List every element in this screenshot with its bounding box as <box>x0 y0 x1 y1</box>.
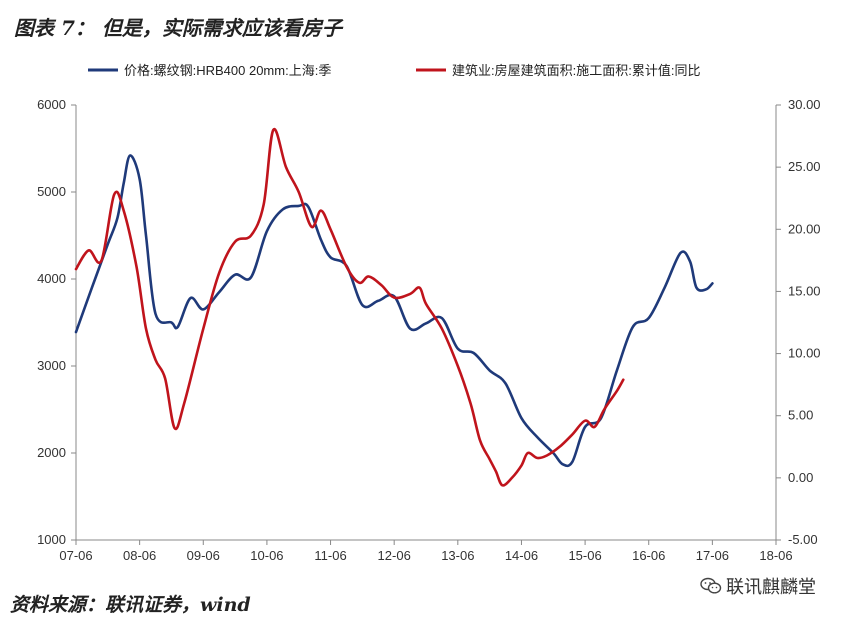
legend-label: 价格:螺纹钢:HRB400 20mm:上海:季 <box>124 63 331 78</box>
y-right-tick-label: 25.00 <box>788 159 821 174</box>
y-right-tick-label: 15.00 <box>788 283 821 298</box>
y-right-tick-label: 5.00 <box>788 408 813 423</box>
x-tick-label: 10-06 <box>250 548 283 563</box>
source-note: 资料来源：联讯证券，wind <box>10 594 251 616</box>
x-tick-label: 07-06 <box>59 548 92 563</box>
x-tick-label: 12-06 <box>378 548 411 563</box>
series-line-construction-area <box>74 127 625 487</box>
y-left-tick-label: 6000 <box>37 97 66 112</box>
x-tick-label: 09-06 <box>187 548 220 563</box>
wechat-icon <box>700 577 722 594</box>
chart-series <box>74 127 714 487</box>
x-tick-label: 11-06 <box>314 548 346 563</box>
y-left-tick-label: 1000 <box>37 532 66 547</box>
figure-title: 图表 7： 但是，实际需求应该看房子 <box>14 16 342 40</box>
x-tick-label: 13-06 <box>441 548 474 563</box>
y-right-tick-label: 20.00 <box>788 221 821 236</box>
series-line-steel-price <box>74 154 714 468</box>
x-tick-label: 17-06 <box>696 548 729 563</box>
y-left-tick-label: 5000 <box>37 184 66 199</box>
x-tick-label: 08-06 <box>123 548 156 563</box>
chart-axes: 1000 2000 3000 4000 5000 6000 -5.00 0.00 5.00 10.… <box>37 97 820 563</box>
y-left-tick-label: 4000 <box>37 271 66 286</box>
y-left-tick-label: 3000 <box>37 358 66 373</box>
y-right-tick-label: 30.00 <box>788 97 821 112</box>
y-right-tick-label: 10.00 <box>788 346 821 361</box>
chart-legend: 价格:螺纹钢:HRB400 20mm:上海:季 建筑业:房屋建筑面积:施工面积:累… <box>88 63 700 78</box>
y-right-tick-label: -5.00 <box>788 532 818 547</box>
y-right-tick-label: 0.00 <box>788 470 813 485</box>
watermark: 联讯麒麟堂 <box>700 573 816 599</box>
x-tick-label: 15-06 <box>568 548 601 563</box>
x-tick-label: 16-06 <box>632 548 665 563</box>
x-tick-label: 18-06 <box>759 548 792 563</box>
legend-item-steel-price: 价格:螺纹钢:HRB400 20mm:上海:季 <box>88 63 331 78</box>
watermark-text: 联讯麒麟堂 <box>726 577 816 597</box>
x-tick-label: 14-06 <box>505 548 538 563</box>
y-left-tick-label: 2000 <box>37 445 66 460</box>
legend-item-construction-area: 建筑业:房屋建筑面积:施工面积:累计值:同比 <box>416 63 700 78</box>
legend-label: 建筑业:房屋建筑面积:施工面积:累计值:同比 <box>452 63 700 78</box>
